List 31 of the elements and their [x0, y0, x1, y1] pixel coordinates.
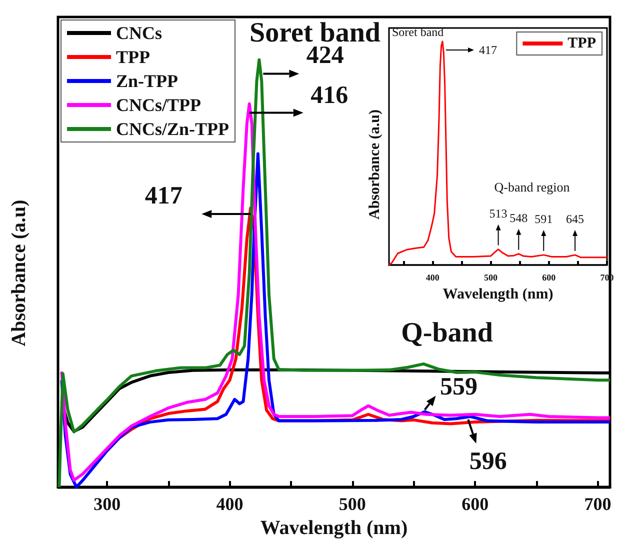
- x-tick-label: 700: [584, 494, 612, 514]
- x-tick-label: 500: [484, 272, 498, 282]
- annotation: 591: [534, 212, 553, 226]
- annotation: Q-band region: [494, 180, 570, 194]
- y-axis-title: Absorbance (a.u): [367, 109, 383, 220]
- annotation: 513: [489, 206, 508, 220]
- annotation: 548: [510, 210, 528, 225]
- annotation: 645: [566, 212, 584, 226]
- x-tick-label: 400: [216, 494, 244, 514]
- annotation: 424: [306, 42, 344, 70]
- legend-label: Zn-TPP: [116, 71, 178, 91]
- legend-label: CNCs: [116, 23, 162, 43]
- annotation: 416: [310, 82, 348, 110]
- x-tick-label: 600: [542, 272, 556, 282]
- y-axis-title: Absorbance (a.u): [8, 200, 30, 346]
- annotation: 559: [440, 373, 478, 400]
- legend-label: TPP: [568, 36, 596, 52]
- x-axis-title: Wavelength (nm): [260, 516, 408, 539]
- x-axis-title: Wavelength (nm): [442, 286, 554, 302]
- legend-label: TPP: [116, 47, 150, 67]
- x-tick-label: 400: [426, 272, 440, 282]
- annotation: 417: [144, 182, 182, 210]
- x-tick-label: 500: [338, 494, 366, 514]
- annotation: 417: [479, 43, 497, 57]
- x-tick-label: 300: [94, 494, 121, 514]
- legend-label: CNCs/TPP: [116, 95, 202, 115]
- text: Soret band: [392, 25, 444, 39]
- legend-label: CNCs/Zn-TPP: [116, 119, 230, 139]
- annotation: Q-band: [401, 318, 494, 348]
- x-tick-label: 600: [462, 494, 489, 514]
- annotation: 596: [469, 448, 507, 475]
